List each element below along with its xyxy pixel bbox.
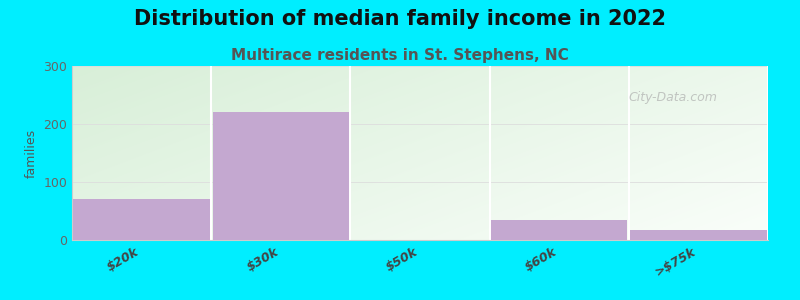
Bar (213, 112, 349, 240)
Y-axis label: families: families (25, 128, 38, 178)
Text: City-Data.com: City-Data.com (629, 91, 718, 104)
Bar (491, 220, 627, 240)
Text: Multirace residents in St. Stephens, NC: Multirace residents in St. Stephens, NC (231, 48, 569, 63)
Bar (630, 230, 766, 240)
Bar (74, 200, 210, 240)
Text: Distribution of median family income in 2022: Distribution of median family income in … (134, 9, 666, 29)
